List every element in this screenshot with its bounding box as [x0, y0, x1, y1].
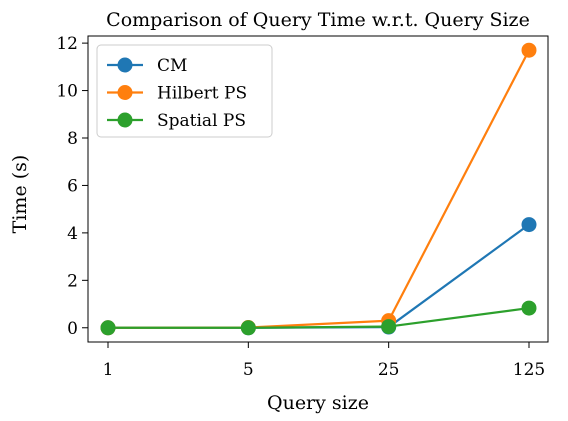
chart-title: Comparison of Query Time w.r.t. Query Si…: [106, 9, 530, 31]
legend-box: [96, 44, 273, 138]
series-point-1: [521, 42, 537, 58]
y-tick-label: 8: [67, 129, 78, 149]
plot-frame: [87, 35, 549, 343]
legend-label-0: CM: [157, 56, 187, 76]
series-point-2: [381, 319, 397, 335]
legend-marker-0: [117, 57, 133, 73]
y-tick-label: 4: [67, 224, 78, 244]
series-line-2: [108, 306, 530, 329]
series-point-2: [521, 300, 537, 316]
series-point-2: [240, 320, 256, 336]
y-axis-label: Time (s): [9, 155, 31, 234]
y-tick-label: 2: [67, 271, 78, 291]
series-point-2: [100, 320, 116, 336]
y-tick-label: 12: [56, 34, 78, 54]
y-tick-label: 10: [56, 82, 78, 102]
plot-area: 0 2 4 6 8 10 12 1 5 25 125 CM Hilbert PS Spatial PS: [56, 34, 549, 380]
x-tick-label: 25: [378, 360, 400, 380]
x-tick-label: 125: [513, 360, 545, 380]
series-line-0: [108, 223, 530, 329]
legend-label-2: Spatial PS: [157, 111, 246, 131]
legend-label-1: Hilbert PS: [157, 84, 247, 104]
legend-marker-2: [117, 112, 133, 128]
series-point-0: [521, 217, 537, 233]
x-tick-label: 1: [103, 360, 114, 380]
x-tick-label: 5: [243, 360, 254, 380]
y-tick-label: 6: [67, 176, 78, 196]
y-tick-label: 0: [67, 319, 78, 339]
x-axis-label: Query size: [267, 392, 369, 414]
legend-marker-1: [117, 85, 133, 100]
